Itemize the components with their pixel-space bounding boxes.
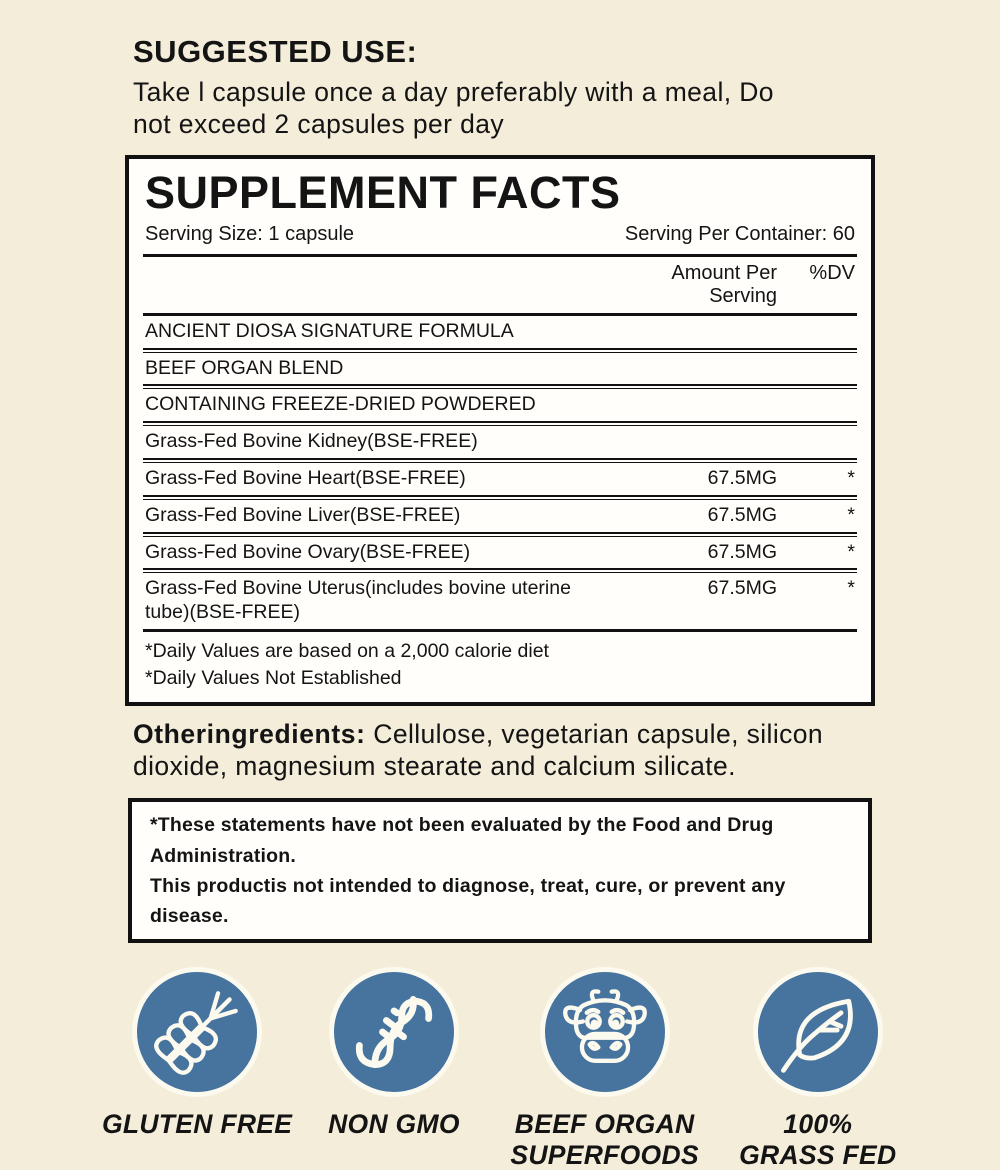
divider (143, 312, 857, 316)
badge-label: BEEF ORGAN SUPERFOODS (510, 1109, 699, 1170)
amount-value: 67.5MG (707, 540, 777, 563)
ingredient-name: CONTAINING FREEZE-DRIED POWDERED (145, 393, 536, 416)
badge-label: 100% GRASS FED (739, 1109, 897, 1170)
badge-beef-organ: BEEF ORGAN SUPERFOODS (486, 967, 724, 1170)
other-ingredients-label: Otheringredients: (133, 718, 366, 749)
row-divider (143, 384, 857, 390)
supplement-facts-panel: SUPPLEMENT FACTS Serving Size: 1 capsule… (125, 154, 875, 706)
dv-value: * (847, 540, 855, 563)
dv-value: * (847, 466, 855, 489)
serving-size: Serving Size: 1 capsule (145, 222, 355, 245)
divider (143, 628, 857, 632)
row-divider (143, 568, 857, 574)
table-row: Grass-Fed Bovine Liver(BSE-FREE) 67.5MG … (143, 500, 857, 532)
header-spacer (145, 262, 602, 308)
ingredient-name: Grass-Fed Bovine Kidney(BSE-FREE) (145, 430, 478, 453)
wheat-icon (132, 967, 263, 1098)
suggested-use-section: SUGGESTED USE: Take l capsule once a day… (0, 0, 1000, 141)
dna-icon (328, 967, 459, 1098)
table-row: Grass-Fed Bovine Heart(BSE-FREE) 67.5MG … (143, 463, 857, 495)
divider (143, 253, 857, 257)
footnote: *Daily Values Not Established (145, 666, 402, 689)
badge-row: GLUTEN FREE NON GMO (92, 967, 912, 1170)
servings-per-container: Serving Per Container: 60 (624, 222, 855, 245)
other-ingredients-text: Cellulose, vegetarian capsule, silicon d… (133, 718, 824, 782)
dv-value: * (847, 577, 855, 600)
badge-label: GLUTEN FREE (101, 1109, 293, 1140)
other-ingredients: Otheringredients: Cellulose, vegetarian … (133, 718, 890, 783)
dv-header: %DV (809, 261, 855, 284)
amount-value: 67.5MG (707, 503, 777, 526)
serving-info-row: Serving Size: 1 capsule Serving Per Cont… (143, 216, 857, 254)
suggested-use-text: Take l capsule once a day preferably wit… (133, 77, 774, 139)
table-header-row: Amount Per Serving %DV (143, 257, 857, 313)
table-row: ANCIENT DIOSA SIGNATURE FORMULA (143, 316, 857, 348)
amount-per-serving-header: Amount Per Serving (671, 261, 777, 307)
table-row: CONTAINING FREEZE-DRIED POWDERED (143, 389, 857, 421)
ingredient-name: Grass-Fed Bovine Liver(BSE-FREE) (145, 503, 461, 526)
cow-icon (539, 967, 670, 1098)
amount-value: 67.5MG (707, 577, 777, 600)
row-divider (143, 457, 857, 463)
ingredient-name: BEEF ORGAN BLEND (145, 356, 344, 379)
badge-grass-fed: 100% GRASS FED (724, 967, 912, 1170)
dv-value: * (847, 503, 855, 526)
table-row: BEEF ORGAN BLEND (143, 353, 857, 385)
table-row: Grass-Fed Bovine Kidney(BSE-FREE) (143, 426, 857, 458)
ingredient-name: ANCIENT DIOSA SIGNATURE FORMULA (145, 319, 514, 342)
row-divider (143, 531, 857, 537)
ingredient-name: Grass-Fed Bovine Heart(BSE-FREE) (145, 466, 466, 489)
badge-non-gmo: NON GMO (302, 967, 485, 1139)
footnote: *Daily Values are based on a 2,000 calor… (145, 639, 549, 662)
badge-label: NON GMO (328, 1109, 460, 1140)
ingredient-name: Grass-Fed Bovine Uterus(includes bovine … (145, 577, 571, 624)
table-row: Grass-Fed Bovine Uterus(includes bovine … (143, 573, 857, 629)
row-divider (143, 347, 857, 353)
badge-gluten-free: GLUTEN FREE (92, 967, 302, 1139)
footnotes: *Daily Values are based on a 2,000 calor… (143, 632, 857, 694)
table-row: Grass-Fed Bovine Ovary(BSE-FREE) 67.5MG … (143, 537, 857, 569)
leaf-icon (752, 967, 883, 1098)
row-divider (143, 494, 857, 500)
amount-value: 67.5MG (707, 466, 777, 489)
supplement-facts-title: SUPPLEMENT FACTS (145, 166, 621, 218)
suggested-use-title: SUGGESTED USE: (133, 34, 418, 69)
fda-disclaimer-box: *These statements have not been evaluate… (128, 798, 872, 944)
row-divider (143, 421, 857, 427)
ingredient-name: Grass-Fed Bovine Ovary(BSE-FREE) (145, 540, 471, 563)
